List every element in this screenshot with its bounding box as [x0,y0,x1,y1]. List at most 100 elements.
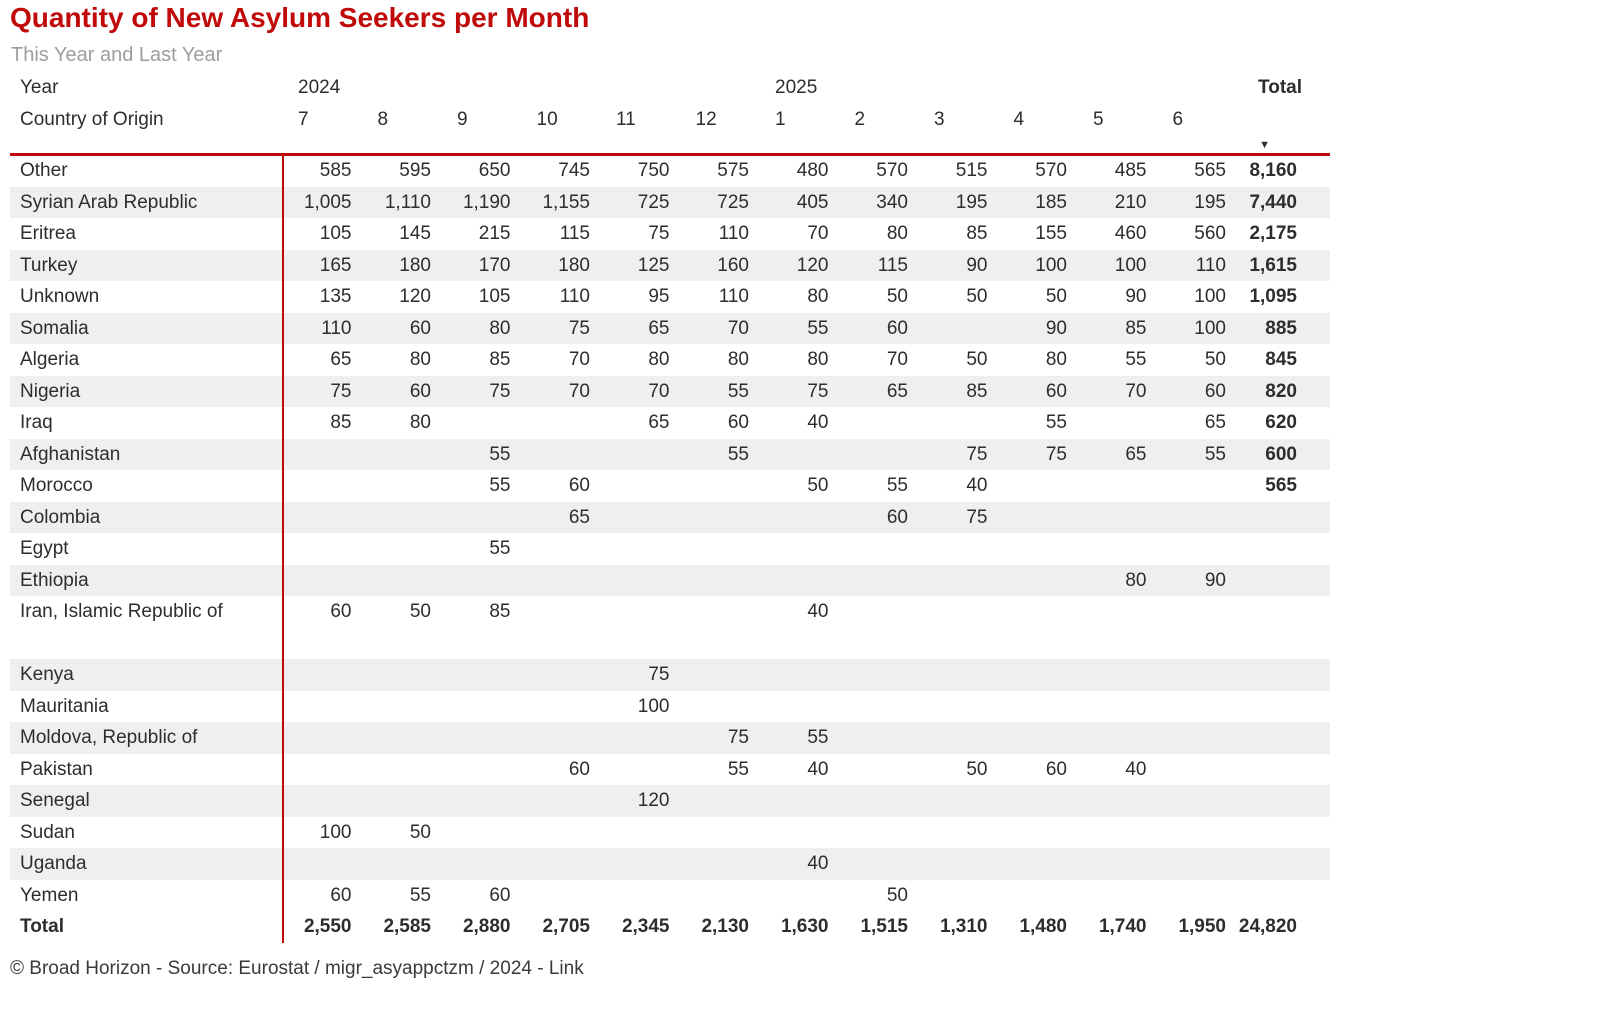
value-cell: 90 [1204,569,1226,591]
value-cell: 1,110 [384,191,431,213]
value-cell: 80 [886,223,908,244]
value-cell [1158,848,1238,880]
value-cell [522,848,602,880]
value-cell: 50 [886,884,908,906]
value-cell: 100 [319,821,352,843]
row-total-cell [1237,754,1330,786]
table-row: Iran, Islamic Republic of 60 50 85 40 [10,596,1330,659]
table-row: Afghanistan 55 55 75 75 65 55 600 [10,438,1330,471]
month-header-8[interactable]: 8 [377,109,389,130]
value-cell [601,817,681,849]
total-column-header[interactable]: Total [1258,77,1302,98]
value-cell [999,848,1079,880]
header-divider-line [10,153,1330,156]
sort-indicator-cell[interactable]: ▼ [1237,136,1330,155]
row-total-cell [1237,565,1330,597]
value-cell [840,754,920,786]
value-cell: 80 [807,349,829,370]
month-header-7[interactable]: 7 [298,109,309,130]
value-cell: 80 [489,317,511,339]
asylum-matrix-table: Year 2024 2025 Total Country of Origin 7… [10,72,1330,943]
month-header-row: Country of Origin 7 8 9 10 11 12 1 2 3 4… [10,104,1330,136]
value-cell: 185 [1035,191,1067,213]
value-cell: 460 [1114,223,1147,244]
value-cell: 110 [559,286,590,307]
value-cell: 2,880 [462,916,511,937]
value-cell: 65 [1125,443,1147,465]
value-cell [681,691,761,723]
month-header-11[interactable]: 11 [616,109,636,130]
row-label: Unknown [20,286,100,307]
value-cell: 1,740 [1098,916,1147,937]
value-cell [999,691,1079,723]
value-cell: 80 [1045,349,1067,370]
value-cell: 725 [637,191,670,213]
value-cell: 1,950 [1178,916,1226,937]
value-cell [522,407,602,439]
month-header-5[interactable]: 5 [1093,109,1104,130]
value-cell: 55 [727,380,749,402]
value-cell [522,691,602,723]
value-cell [363,470,443,502]
value-cell: 75 [648,664,670,685]
value-cell: 85 [489,349,511,370]
source-link[interactable]: Link [548,958,584,979]
value-cell: 70 [886,349,908,370]
value-cell: 60 [489,884,511,906]
value-cell [601,596,681,659]
value-cell [919,880,999,912]
value-cell: 650 [478,160,511,181]
row-label: Afghanistan [20,443,121,465]
value-cell: 485 [1114,160,1147,181]
value-cell: 65 [886,380,908,402]
table-row: Yemen 60 55 60 50 [10,880,1330,912]
row-header-divider-line [282,154,284,943]
value-cell: 170 [478,254,511,276]
value-cell [522,785,602,817]
month-header-3[interactable]: 3 [934,109,945,130]
month-header-2[interactable]: 2 [854,109,866,130]
month-header-10[interactable]: 10 [536,109,558,130]
row-label: Morocco [20,475,93,496]
value-cell [840,596,920,659]
value-cell [999,880,1079,912]
month-header-1[interactable]: 1 [775,109,786,130]
month-header-4[interactable]: 4 [1013,109,1025,130]
value-cell [522,439,602,471]
value-cell [283,785,363,817]
table-row: Moldova, Republic of 75 55 [10,722,1330,754]
value-cell: 40 [966,475,988,496]
value-cell: 55 [409,884,431,906]
value-cell [1158,722,1238,754]
month-header-12[interactable]: 12 [695,109,717,130]
table-row: Ethiopia 80 90 [10,564,1330,597]
value-cell [363,848,443,880]
value-cell: 60 [568,475,590,496]
value-cell: 65 [648,412,670,433]
row-label: Mauritania [20,695,109,717]
value-cell [1158,533,1238,565]
value-cell [283,848,363,880]
footer-attribution: © Broad Horizon - Source: Eurostat / mig… [10,958,584,980]
row-label: Iraq [20,412,53,433]
value-cell: 195 [955,191,988,213]
table-row: Eritrea 105 145 215 115 75 110 70 80 85 155 460 560 2… [10,218,1330,250]
row-label: Somalia [20,317,89,339]
value-cell: 90 [1125,286,1147,307]
value-cell: 100 [1194,317,1226,339]
sort-descending-icon[interactable]: ▼ [1259,139,1270,151]
value-cell [1078,533,1158,565]
month-header-9[interactable]: 9 [457,109,468,130]
value-cell [283,439,363,471]
value-cell [681,470,761,502]
value-cell: 1,005 [303,191,352,213]
row-total-cell: 24,820 [1238,916,1297,937]
value-cell [999,470,1079,502]
value-cell [919,565,999,597]
month-header-6[interactable]: 6 [1172,109,1184,130]
value-cell: 750 [637,160,670,181]
value-cell [760,691,840,723]
value-cell [1158,754,1238,786]
value-cell: 75 [966,506,988,528]
value-cell [442,565,522,597]
